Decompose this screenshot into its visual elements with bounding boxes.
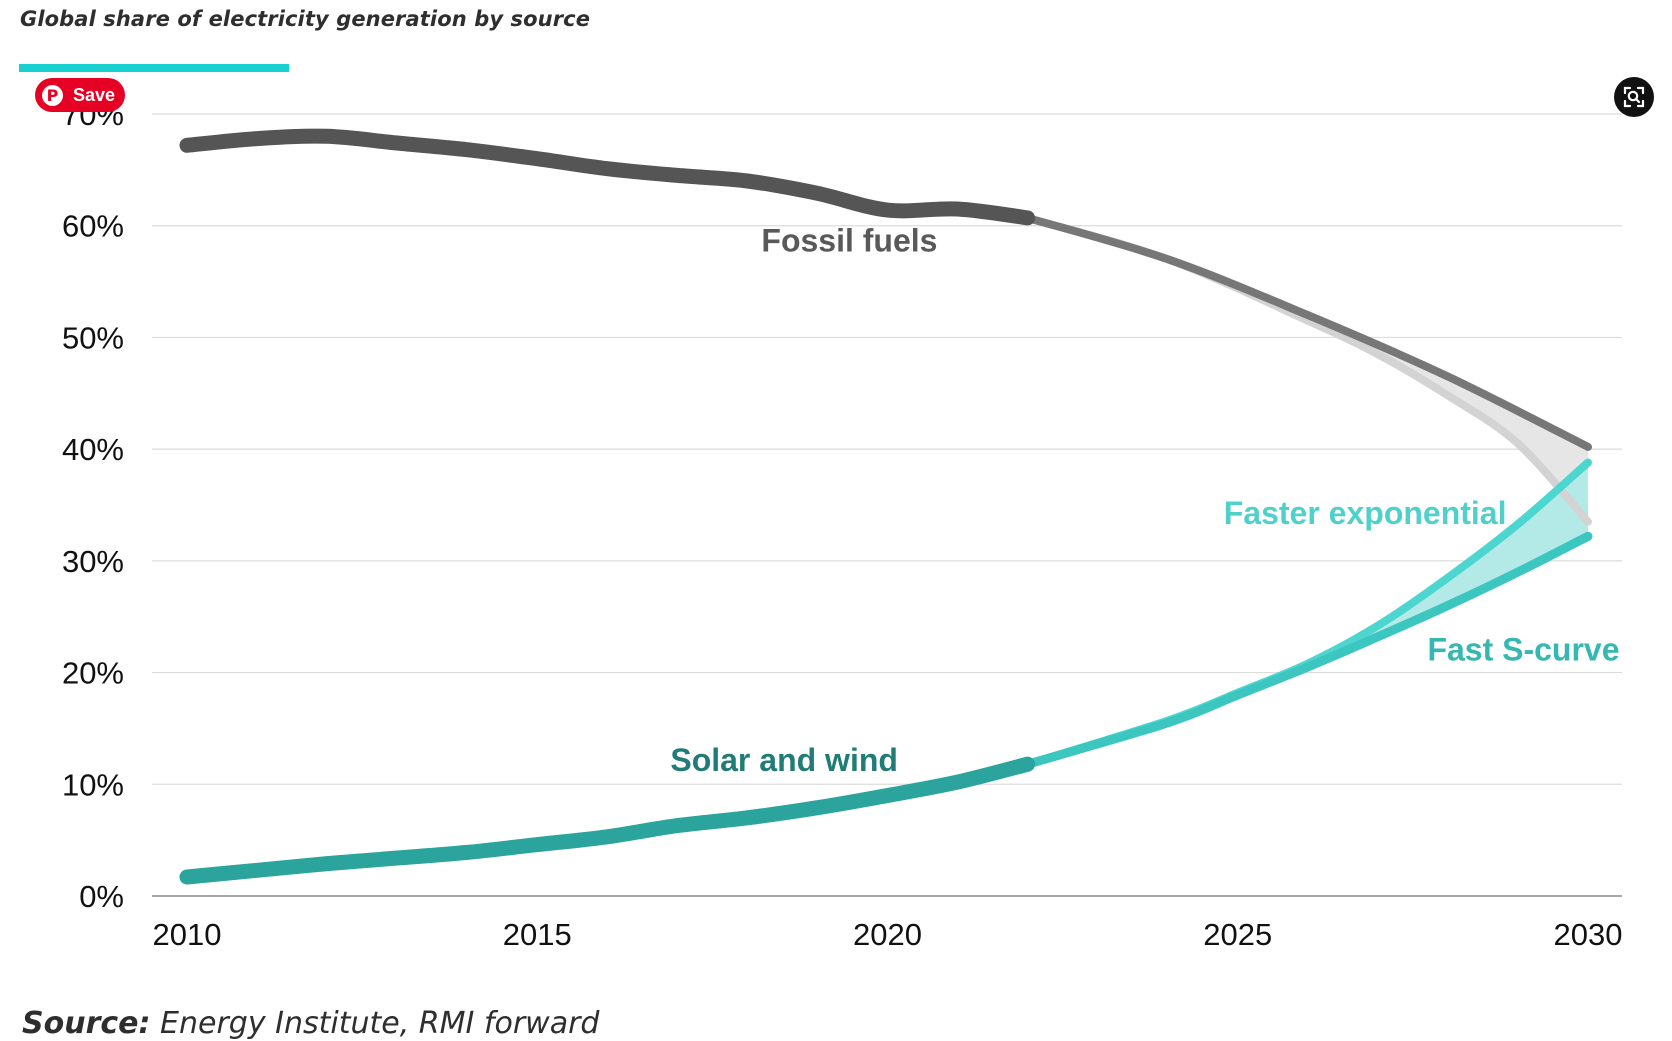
x-tick-label: 2020 — [853, 917, 922, 952]
x-tick-label: 2010 — [153, 917, 222, 952]
fossil-exponential-line — [1023, 213, 1592, 526]
source-text: Energy Institute, RMI forward — [160, 1006, 600, 1041]
label-fossil-fuels: Fossil fuels — [761, 222, 937, 258]
x-tick-label: 2015 — [503, 917, 572, 952]
projection-bands — [1027, 217, 1588, 765]
source-note: Source: Energy Institute, RMI forward — [22, 1006, 599, 1041]
zoom-button[interactable] — [1614, 77, 1654, 117]
pinterest-save-label: Save — [73, 84, 116, 105]
source-label: Source: — [22, 1006, 151, 1041]
fossil-fuels-line — [179, 128, 1036, 226]
y-tick-label: 50% — [62, 320, 124, 355]
label-solar-and-wind: Solar and wind — [670, 742, 898, 778]
fossil-s-curve-line — [1023, 213, 1592, 451]
y-tick-label: 40% — [62, 432, 124, 467]
pinterest-icon: P — [42, 84, 63, 106]
zoom-search-icon — [1623, 86, 1645, 108]
y-tick-label: 30% — [62, 544, 124, 579]
fast-s-curve-line — [1023, 531, 1593, 769]
solar-wind-line — [179, 756, 1036, 885]
x-tick-label: 2025 — [1203, 917, 1272, 952]
series-labels: Fossil fuels Solar and wind Faster exponen… — [670, 222, 1619, 777]
x-tick-label: 2030 — [1554, 917, 1623, 952]
y-axis-ticks: 0%10%20%30%40%50%60%70% — [62, 97, 124, 914]
y-tick-label: 10% — [62, 767, 124, 802]
title-accent-bar — [19, 64, 289, 72]
fossil-projection-band — [1027, 217, 1588, 522]
chart-title: Global share of electricity generation b… — [20, 7, 591, 31]
gridlines — [152, 113, 1622, 897]
pinterest-save-button[interactable]: P Save — [35, 78, 125, 112]
series-lines — [179, 128, 1593, 885]
y-tick-label: 60% — [62, 209, 124, 244]
label-fast-s-curve: Fast S-curve — [1427, 631, 1619, 667]
y-tick-label: 20% — [62, 656, 124, 691]
label-faster-exponential: Faster exponential — [1224, 495, 1507, 531]
y-tick-label: 0% — [79, 879, 124, 914]
x-axis-ticks: 2010 2015 2020 2025 2030 — [153, 917, 1623, 952]
